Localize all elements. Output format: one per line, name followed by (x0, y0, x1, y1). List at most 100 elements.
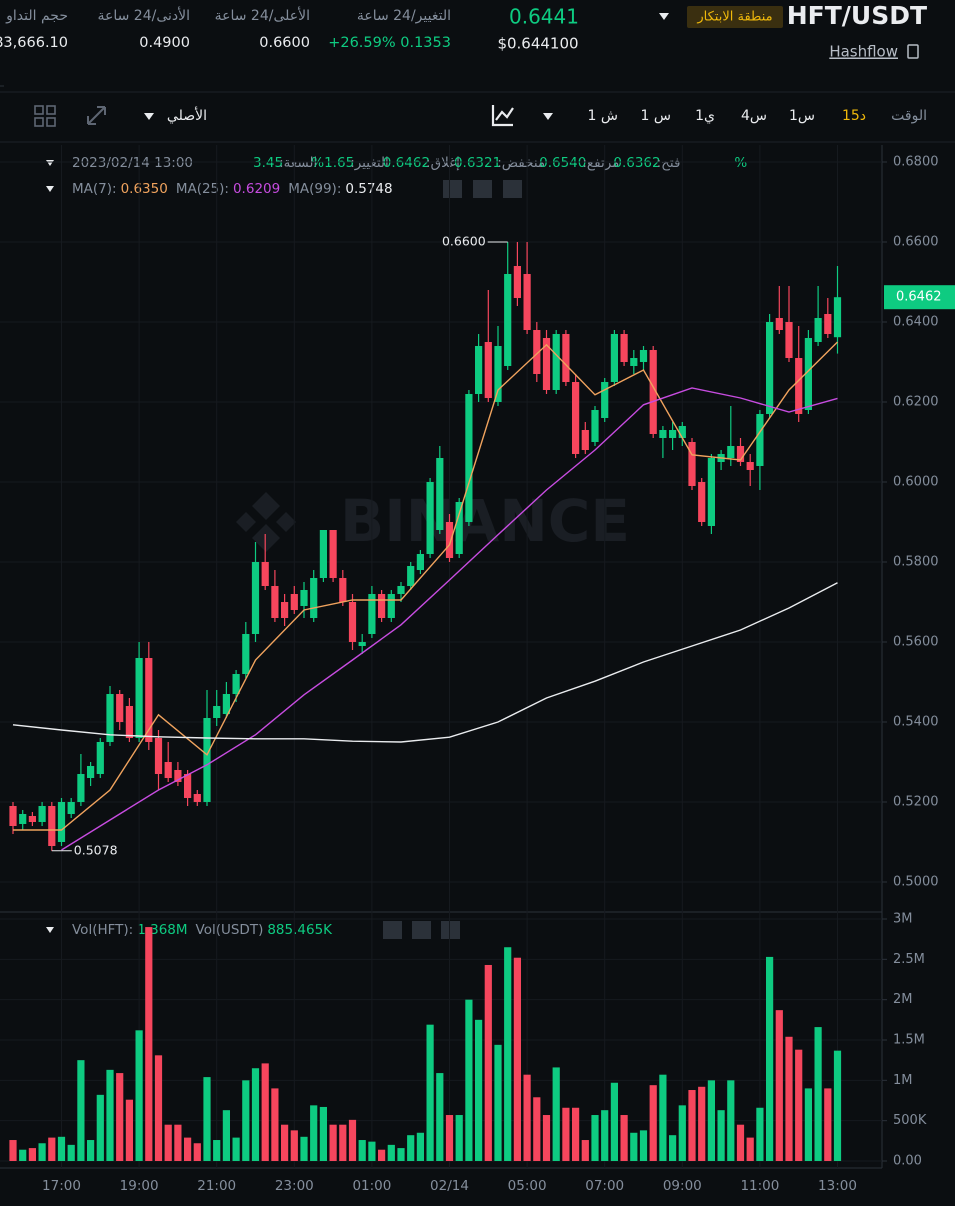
interval[interactable]: 1 س (641, 108, 671, 124)
volume-bar (775, 1010, 783, 1161)
volume-bar (533, 1097, 541, 1161)
candle-body (48, 806, 56, 846)
volume-bar (232, 1137, 240, 1161)
pair-dropdown[interactable] (659, 13, 669, 20)
ma-name: MA(7): (72, 181, 117, 197)
candle-body (319, 530, 327, 578)
volume-bar (368, 1141, 376, 1161)
volume-bar (271, 1088, 279, 1161)
candle-body (96, 742, 104, 774)
min-label: 0.5078 (74, 842, 118, 857)
y-tick-label: 500K (893, 1113, 927, 1128)
volume-bar (639, 1130, 648, 1161)
indicator-icon[interactable] (491, 105, 514, 127)
y-tick-label: 0.6000 (893, 475, 939, 490)
volume-bar (669, 1135, 677, 1161)
candle-body (416, 554, 424, 570)
volume-bar (707, 1080, 715, 1161)
interval-dropdown[interactable] (543, 113, 553, 120)
volume-bar (348, 1119, 357, 1161)
vol-tools[interactable] (383, 921, 460, 939)
candle-body (698, 482, 706, 522)
candle-body (785, 322, 793, 358)
view-mode[interactable]: الأصلي (167, 106, 207, 124)
candle-body (387, 594, 395, 618)
candle-body (378, 594, 386, 618)
candle-body (465, 394, 473, 522)
ma-line (61, 387, 838, 851)
ma-toggle[interactable] (46, 186, 54, 192)
candle-body (766, 322, 774, 414)
view-dropdown[interactable] (144, 113, 154, 120)
zone: منطقة الابتكار (696, 10, 772, 25)
interval[interactable]: 1ي (695, 108, 715, 124)
volume-bar (135, 1030, 143, 1161)
interval[interactable]: 15د (842, 108, 866, 124)
vol-value: 885.465K (267, 922, 333, 938)
candle-body (397, 586, 405, 594)
candle-body (601, 382, 609, 418)
volume-bar (106, 1069, 114, 1161)
candle-body (669, 430, 677, 438)
candle-body (154, 738, 163, 774)
volume-bar (116, 1073, 124, 1161)
volume-bar (96, 1094, 104, 1161)
volume-bar (824, 1088, 832, 1161)
volume-bar (77, 1060, 85, 1161)
candle-body (552, 334, 560, 390)
layout-icon[interactable] (34, 105, 56, 127)
volume-bar (542, 1115, 551, 1161)
volume-bar (145, 927, 153, 1161)
candle-body (504, 274, 512, 366)
volume-bar (358, 1140, 366, 1161)
candle-body (833, 297, 842, 338)
vol-toggle[interactable] (46, 927, 54, 933)
candle-body (494, 346, 502, 402)
project-icon[interactable] (907, 44, 919, 59)
volume-bar (339, 1124, 347, 1161)
candle-body (222, 694, 230, 714)
volume-bar (698, 1086, 706, 1161)
x-tick-label: 21:00 (197, 1178, 236, 1194)
candle-body (542, 338, 551, 390)
y-tick-label: 3M (893, 912, 913, 927)
stat-label: الأعلى/24 ساعة (215, 6, 310, 24)
info-label: فتح: (657, 155, 681, 171)
volume-bar (795, 1049, 803, 1161)
candle-body (232, 674, 240, 694)
volume-bar (193, 1143, 201, 1161)
interval[interactable]: 1 ش (588, 108, 618, 124)
candle-body (407, 566, 415, 586)
volume-bar (475, 1019, 483, 1161)
volume-bar (9, 1140, 17, 1161)
info-value: 0.6540 (539, 155, 586, 171)
volume-bar (678, 1105, 686, 1161)
ma-name: MA(99): (288, 181, 341, 197)
volume-bar (407, 1135, 415, 1161)
volume-bar (125, 1099, 133, 1161)
volume-bar (494, 1044, 502, 1161)
volume-bar (329, 1124, 337, 1161)
project-link[interactable]: Hashflow (829, 43, 898, 61)
ma-tools[interactable] (443, 180, 522, 198)
vol-value: 1.368M (137, 922, 187, 938)
volume-bar (38, 1143, 46, 1161)
y-tick-label: 0.5200 (893, 795, 939, 810)
x-tick-label: 17:00 (42, 1178, 81, 1194)
volume-bar (281, 1124, 289, 1161)
volume-bar (552, 1067, 560, 1161)
candle-body (445, 522, 454, 558)
candle-body (620, 334, 628, 362)
info-label: مرتفع: (582, 155, 619, 171)
pair[interactable]: HFT/USDT (787, 1, 927, 30)
ma-line (13, 341, 838, 831)
x-tick-label: 13:00 (818, 1178, 857, 1194)
expand-icon[interactable] (87, 106, 106, 125)
volume-bar (591, 1115, 599, 1161)
volume-bar (57, 1136, 66, 1161)
interval[interactable]: 4س (741, 108, 767, 124)
x-tick-label: 01:00 (352, 1178, 391, 1194)
interval[interactable]: 1س (789, 108, 815, 124)
candle-body (203, 718, 211, 802)
